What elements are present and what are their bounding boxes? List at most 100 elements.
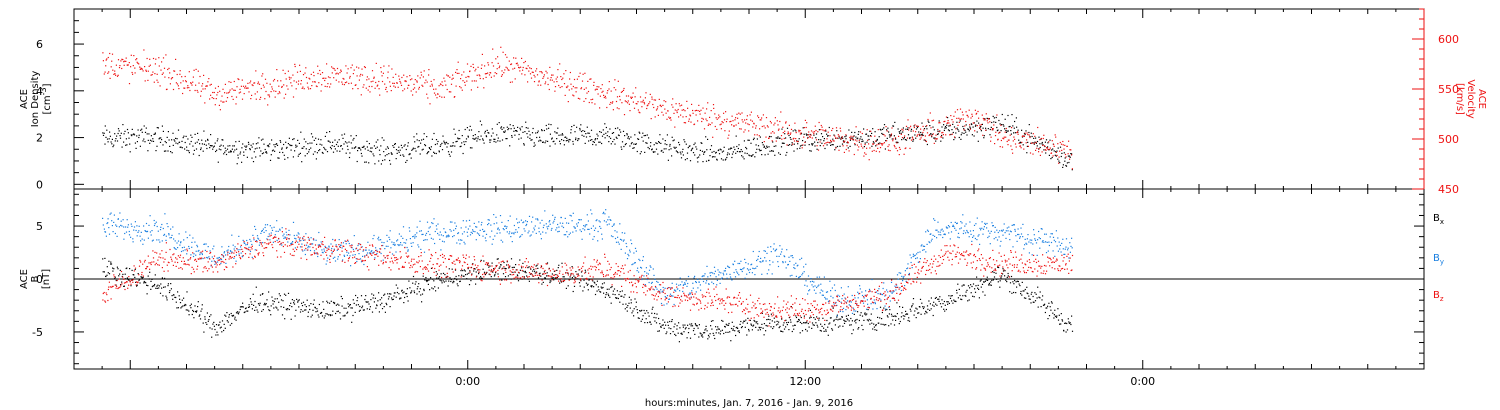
data-point	[929, 309, 931, 311]
data-point	[718, 149, 720, 151]
data-point	[675, 146, 677, 148]
data-point	[467, 135, 469, 137]
data-point	[377, 300, 379, 302]
data-point	[769, 319, 771, 321]
data-point	[1049, 147, 1051, 149]
data-point	[773, 124, 775, 126]
data-point	[646, 107, 648, 110]
data-point	[340, 145, 342, 147]
data-point	[754, 134, 756, 136]
data-point	[436, 277, 438, 279]
data-point	[708, 159, 710, 161]
data-point	[850, 324, 852, 326]
data-point	[355, 294, 357, 297]
data-point	[295, 144, 297, 146]
data-point	[801, 144, 803, 146]
data-point	[1039, 291, 1041, 293]
data-point	[625, 303, 627, 305]
data-point	[264, 98, 266, 100]
data-point	[425, 232, 428, 234]
data-point	[364, 255, 366, 257]
data-point	[993, 121, 995, 123]
data-point	[964, 129, 966, 132]
data-point	[525, 67, 527, 69]
data-point	[523, 62, 525, 64]
data-point	[230, 150, 232, 152]
data-point	[565, 136, 567, 138]
data-point	[665, 333, 667, 335]
data-point	[768, 315, 770, 317]
data-point	[655, 317, 657, 319]
data-point	[774, 122, 776, 124]
data-point	[1034, 300, 1037, 302]
data-point	[142, 70, 144, 72]
data-point	[203, 243, 205, 245]
data-point	[926, 305, 929, 307]
data-point	[904, 135, 906, 137]
data-point	[512, 271, 514, 273]
data-point	[197, 91, 199, 93]
data-point	[261, 230, 263, 232]
data-point	[667, 110, 669, 112]
data-point	[1019, 145, 1022, 147]
data-point	[222, 101, 224, 103]
data-point	[649, 145, 652, 147]
data-point	[587, 132, 589, 134]
data-point	[599, 291, 601, 293]
data-point	[335, 304, 337, 306]
data-point	[463, 143, 466, 146]
data-point	[344, 82, 346, 84]
data-point	[312, 243, 314, 245]
data-point	[482, 138, 484, 140]
data-point	[490, 139, 492, 141]
data-point	[644, 312, 646, 314]
data-point	[767, 318, 769, 320]
data-point	[803, 133, 805, 135]
data-point	[324, 85, 326, 87]
data-point	[885, 324, 887, 326]
data-point	[389, 159, 391, 162]
data-point	[317, 65, 319, 67]
data-point	[362, 255, 364, 257]
data-point	[807, 134, 809, 136]
data-point	[947, 303, 949, 305]
data-point	[231, 315, 233, 317]
data-point	[889, 134, 892, 136]
data-point	[373, 251, 375, 253]
data-point	[722, 159, 724, 161]
data-point	[1033, 137, 1035, 139]
data-point	[342, 77, 344, 80]
data-point	[1045, 139, 1048, 141]
data-point	[225, 315, 227, 317]
data-point	[881, 128, 884, 130]
data-point	[923, 129, 925, 131]
data-point	[476, 74, 478, 76]
data-point	[943, 124, 945, 126]
data-point	[517, 64, 519, 66]
data-point	[992, 115, 994, 117]
data-point	[205, 243, 207, 245]
data-point	[305, 76, 308, 79]
data-point	[461, 274, 463, 276]
data-point	[678, 116, 680, 118]
data-point	[491, 262, 493, 264]
data-point	[152, 285, 154, 287]
data-point	[343, 307, 345, 309]
data-point	[244, 242, 246, 244]
data-point	[378, 236, 380, 238]
data-point	[537, 267, 539, 269]
data-point	[226, 250, 228, 252]
data-point	[684, 110, 686, 112]
data-point	[894, 315, 896, 317]
data-point	[495, 58, 497, 60]
data-point	[331, 66, 333, 68]
data-point	[965, 111, 967, 113]
data-point	[782, 324, 784, 326]
data-point	[1027, 145, 1029, 147]
data-point	[139, 145, 141, 147]
data-point	[221, 95, 223, 97]
data-point	[1026, 132, 1028, 134]
data-point	[729, 121, 731, 123]
data-point	[785, 154, 787, 156]
data-point	[969, 126, 971, 128]
